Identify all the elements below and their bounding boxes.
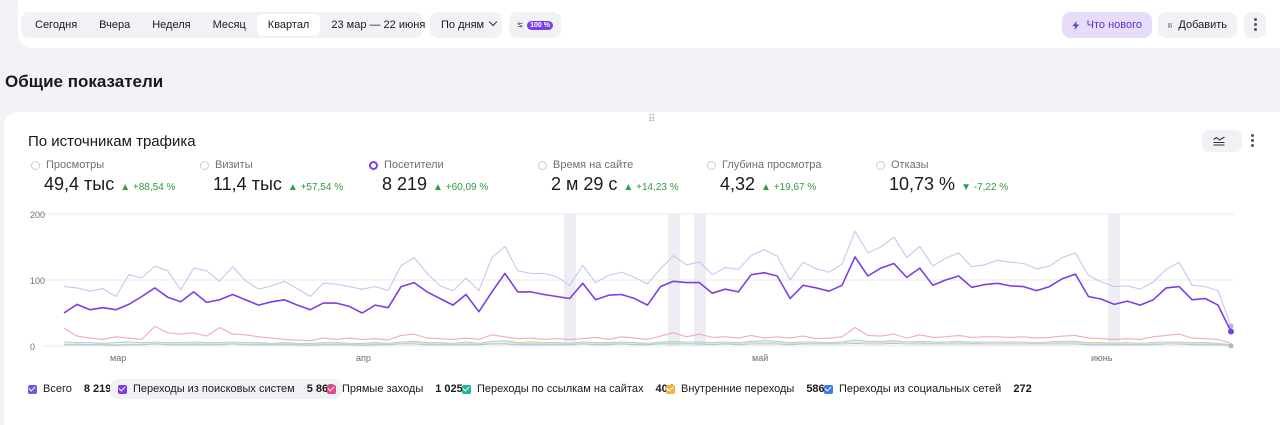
checkbox-checked-icon [462,384,471,394]
radio-icon [31,160,40,170]
add-widget-button[interactable]: Добавить [1158,12,1237,38]
x-tick-label: май [752,353,768,363]
y-tick-label: 0 [30,342,35,352]
widgets-icon [1168,22,1173,28]
metric-value: 11,4 тыс [213,174,282,194]
metric-delta: ▼ -7,22 % [961,182,1009,193]
grouping-text: По дням [441,19,485,31]
grouping-select[interactable]: По дням [430,12,502,38]
more-button[interactable] [1244,12,1266,38]
filters-icon [517,22,523,28]
y-tick-label: 100 [30,276,45,286]
period-month[interactable]: Месяц [212,19,246,31]
widget-title: По источникам трафика [28,133,196,150]
metric-time-on-site[interactable]: Время на сайте 2 м 29 с ▲ +14,23 % [538,159,679,195]
metric-label: Отказы [891,159,929,171]
metric-value: 8 219 [382,174,428,194]
metric-delta: ▲ +57,54 % [287,182,344,193]
filters-button[interactable]: 100 % [509,12,561,38]
checkbox-checked-icon [28,384,37,394]
series-line-2 [63,325,1232,344]
metric-label: Время на сайте [553,159,634,171]
traffic-sources-widget: ⠿ По источникам трафика Просмотры 49,4 т… [4,112,1280,425]
x-tick-label: мар [110,353,126,363]
sampling-badge: 100 % [527,20,553,30]
legend-count: 8 219 [83,383,112,395]
lightning-icon [1072,20,1080,30]
date-range-picker[interactable]: 23 мар — 22 июня [320,14,450,36]
whats-new-label: Что нового [1086,19,1142,31]
metric-label: Просмотры [46,159,105,171]
chart-view-icon [1213,136,1225,146]
metric-visitors[interactable]: Посетители 8 219 ▲ +60,09 % [369,159,488,195]
legend-item-direct[interactable]: Прямые заходы 1 025 [327,383,463,395]
metric-label: Посетители [384,159,444,171]
series-end-point [1228,328,1234,335]
legend-count: 272 [1013,383,1032,395]
legend-item-total[interactable]: Всего 8 219 [28,383,111,395]
legend-label: Всего [43,383,72,395]
period-today[interactable]: Сегодня [35,19,78,31]
metric-value: 2 м 29 с [551,174,618,194]
toolbar: Сегодня Вчера Неделя Месяц Квартал 23 ма… [18,0,1280,48]
radio-selected-icon [369,160,378,170]
series-line-5 [64,342,1232,346]
metric-bounce-rate[interactable]: Отказы 10,73 % ▼ -7,22 % [876,159,1008,195]
whats-new-button[interactable]: Что нового [1062,12,1152,38]
radio-icon [538,160,547,170]
series-line-1 [63,230,1232,327]
metric-label: Глубина просмотра [722,159,822,171]
metric-value: 10,73 % [889,174,956,194]
y-tick-label: 200 [30,210,45,220]
metric-delta: ▲ +14,23 % [623,182,679,193]
legend-label: Внутренние переходы [681,383,795,395]
legend-count: 1 025 [435,383,463,395]
traffic-line-chart[interactable]: 200 100 0 мар апр май июнь [4,204,1280,364]
date-range-text: 23 мар — 22 июня [331,19,426,31]
legend-label: Прямые заходы [342,383,424,395]
radio-icon [200,160,209,170]
metric-label: Визиты [215,159,253,171]
period-quarter[interactable]: Квартал [256,14,321,36]
metric-page-depth[interactable]: Глубина просмотра 4,32 ▲ +19,67 % [707,159,821,195]
legend-item-search[interactable]: Переходы из поисковых систем 5 867 [110,379,343,399]
metric-value: 4,32 [720,174,756,194]
legend-label: Переходы по ссылкам на сайтах [477,383,644,395]
series-line-4 [64,341,1232,346]
legend-label: Переходы из поисковых систем [133,383,295,395]
legend-count: 586 [806,383,825,395]
legend-item-referral[interactable]: Переходы по ссылкам на сайтах 404 [462,383,674,395]
radio-icon [876,160,885,170]
period-week[interactable]: Неделя [152,19,191,31]
x-tick-label: апр [356,353,371,363]
chart-view-button[interactable] [1202,130,1242,152]
checkbox-checked-icon [327,384,336,394]
more-icon [1253,17,1257,33]
metric-delta: ▲ +60,09 % [433,182,489,193]
period-selector: Сегодня Вчера Неделя Месяц Квартал 23 ма… [21,12,441,38]
series-line-0 [63,256,1232,332]
chevron-down-icon [488,17,498,27]
radio-icon [707,160,716,170]
metric-delta: ▲ +88,54 % [120,182,176,193]
metric-visits[interactable]: Визиты 11,4 тыс ▲ +57,54 % [200,159,343,195]
x-tick-label: июнь [1091,353,1113,363]
legend-item-internal[interactable]: Внутренние переходы 586 [666,383,825,395]
checkbox-checked-icon [824,384,833,394]
add-widget-label: Добавить [1178,19,1227,31]
drag-handle-icon[interactable]: ⠿ [648,114,655,125]
page-title: Общие показатели [5,72,164,91]
metric-delta: ▲ +19,67 % [761,182,817,193]
legend-item-social[interactable]: Переходы из социальных сетей 272 [824,383,1032,395]
series-line-3 [63,339,1232,346]
period-yesterday[interactable]: Вчера [99,19,131,31]
legend-label: Переходы из социальных сетей [839,383,1002,395]
widget-more-icon[interactable] [1251,134,1254,149]
checkbox-checked-icon [118,384,127,394]
metric-pageviews[interactable]: Просмотры 49,4 тыс ▲ +88,54 % [31,159,175,195]
series-end-point [1228,343,1234,349]
checkbox-checked-icon [666,384,675,394]
metric-value: 49,4 тыс [44,174,115,194]
